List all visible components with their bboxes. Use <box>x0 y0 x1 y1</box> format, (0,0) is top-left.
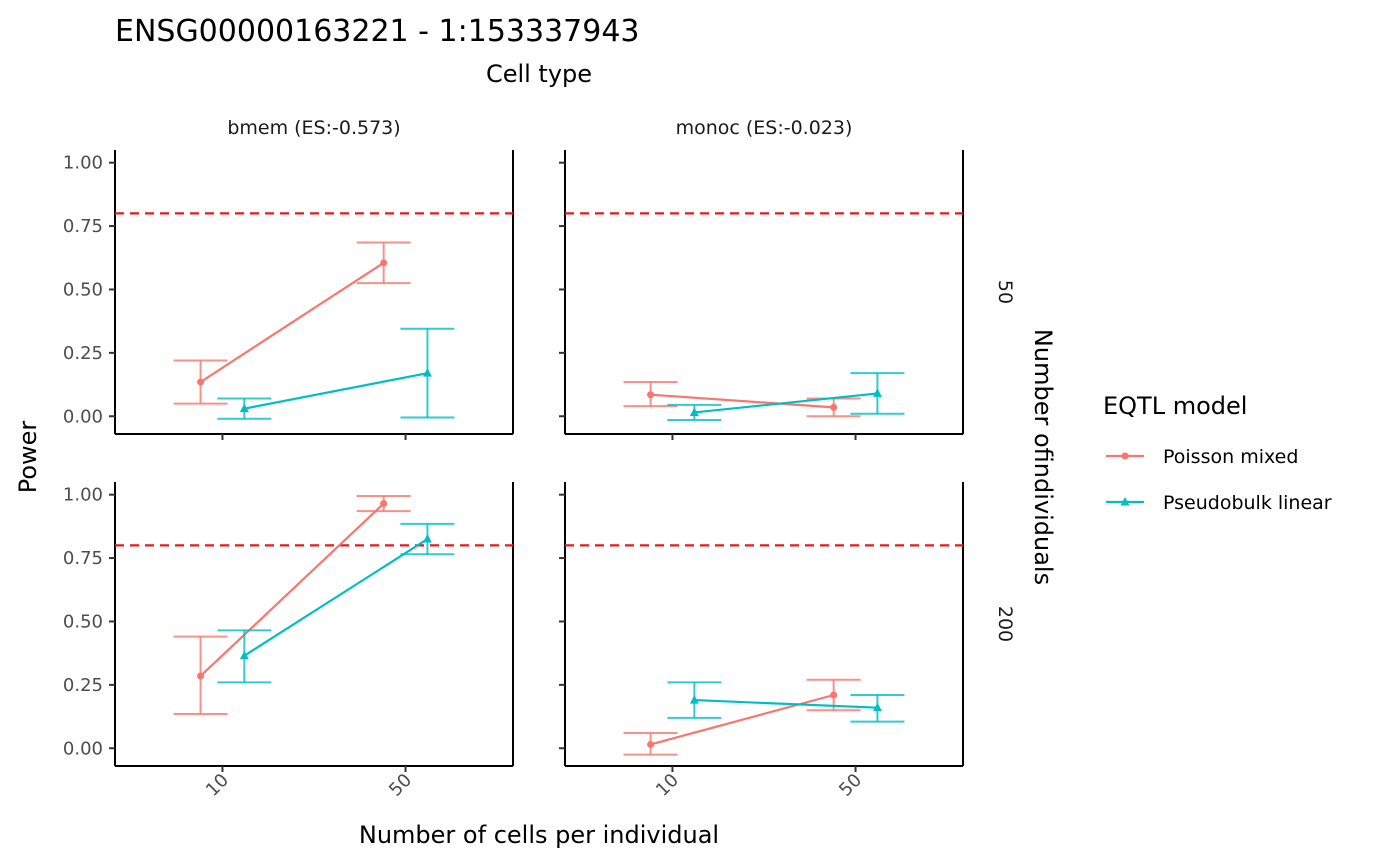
x-tick-label: 10 <box>202 770 233 801</box>
data-point <box>197 378 205 386</box>
panel-bmem-200: 0.00 0.25 0.50 0.75 1.00 10 50 <box>63 482 514 801</box>
data-point <box>239 650 249 660</box>
series-line-0 <box>199 502 385 677</box>
facet-row-title: Number ofindividuals <box>1029 329 1057 585</box>
facet-row-label: 200 <box>994 606 1016 642</box>
y-tick-label: 0.00 <box>63 738 103 759</box>
series-line-1 <box>694 392 878 414</box>
legend-key-marker <box>1121 452 1129 460</box>
legend-label: Pseudobulk linear <box>1163 492 1332 514</box>
series-line-1 <box>244 372 428 410</box>
facet-column-label: monoc (ES:-0.023) <box>676 117 853 139</box>
series-line-0 <box>199 261 385 383</box>
data-point <box>380 259 388 267</box>
panel-monoc-50: monoc (ES:-0.023) 50 <box>559 117 1016 440</box>
panel-bmem-50: 0.00 0.25 0.50 0.75 1.00 bmem (ES:-0.573) <box>63 117 514 440</box>
y-tick-label: 0.25 <box>63 343 103 364</box>
series-line-0 <box>650 393 834 409</box>
data-point <box>830 403 838 411</box>
y-tick-label: 0.00 <box>63 406 103 427</box>
x-tick-label: 50 <box>385 770 416 801</box>
y-tick-label: 0.25 <box>63 675 103 696</box>
y-tick-label: 0.50 <box>63 611 103 632</box>
data-point <box>872 702 882 712</box>
panel-monoc-200: 10 50 200 <box>559 482 1016 801</box>
data-point <box>689 695 699 704</box>
data-point <box>872 388 882 397</box>
data-point <box>689 407 699 416</box>
facet-column-title: Cell type <box>486 60 592 88</box>
x-tick-label: 50 <box>835 770 866 801</box>
series-line-1 <box>694 698 878 709</box>
data-point <box>830 691 838 699</box>
facet-panels: 0.00 0.25 0.50 0.75 1.00 bmem (ES:-0.573) mono… <box>63 117 1016 801</box>
data-point <box>647 391 655 399</box>
data-point <box>422 534 432 543</box>
data-point <box>647 740 655 748</box>
x-tick-label: 10 <box>652 770 683 801</box>
y-tick-label: 0.75 <box>63 548 103 569</box>
data-point <box>239 403 249 413</box>
x-axis-title: Number of cells per individual <box>359 821 719 849</box>
y-tick-label: 1.00 <box>63 153 103 174</box>
data-point <box>422 368 432 377</box>
y-tick-label: 1.00 <box>63 485 103 506</box>
y-axis-title: Power <box>14 421 42 494</box>
series-line-0 <box>650 693 834 746</box>
facet-column-label: bmem (ES:-0.573) <box>227 117 400 139</box>
facet-row-label: 50 <box>994 280 1016 304</box>
legend-key-marker <box>1120 497 1130 506</box>
chart-title: ENSG00000163221 - 1:153337943 <box>115 14 640 49</box>
data-point <box>380 500 388 508</box>
legend: EQTL model Poisson mixed Pseudobulk linea… <box>1103 392 1332 514</box>
y-tick-label: 0.50 <box>63 279 103 300</box>
series-line-1 <box>243 538 429 657</box>
data-point <box>197 672 205 680</box>
legend-title: EQTL model <box>1103 392 1247 420</box>
y-tick-label: 0.75 <box>63 216 103 237</box>
legend-label: Poisson mixed <box>1163 446 1298 468</box>
